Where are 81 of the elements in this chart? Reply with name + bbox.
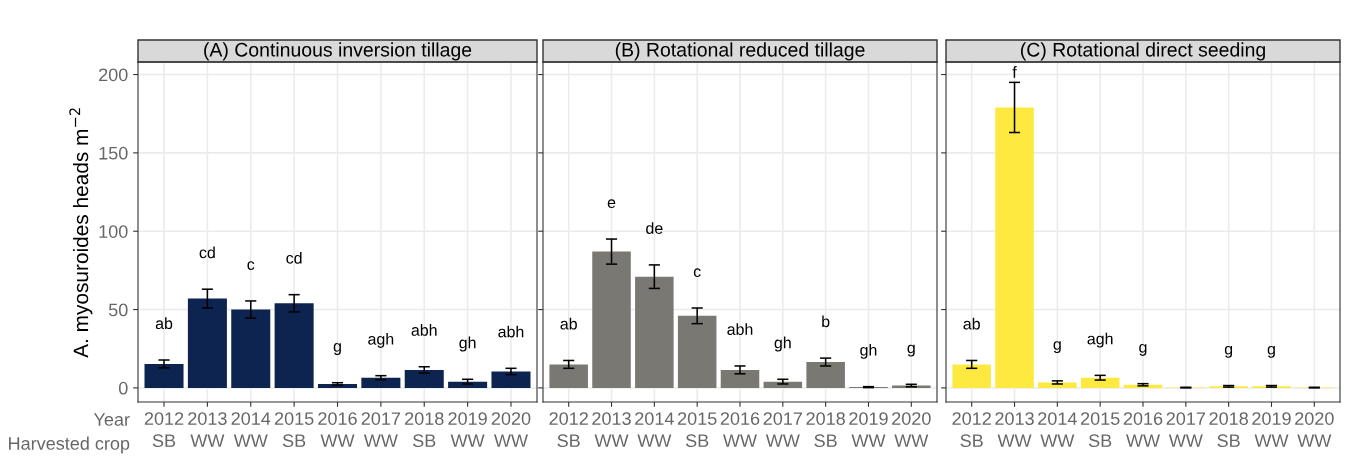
- data-label: cd: [286, 252, 302, 264]
- x-tick-label: 2014 WW: [231, 412, 271, 447]
- bar: [952, 364, 991, 388]
- x-tick-label: 2019 WW: [849, 412, 888, 447]
- x-tick-label: 2020 WW: [1295, 412, 1334, 447]
- data-label: e: [607, 199, 616, 209]
- bar: [1080, 377, 1120, 388]
- data-label: abh: [727, 323, 753, 336]
- data-label: ab: [155, 317, 173, 330]
- data-label: ab: [963, 317, 980, 330]
- x-tick-label: 2015 SB: [1081, 412, 1120, 448]
- x-tick-label: 2019 WW: [1252, 412, 1291, 447]
- data-label: ab: [560, 317, 577, 330]
- x-tick-label: 2017 WW: [1166, 412, 1205, 447]
- data-label: gh: [459, 336, 476, 352]
- bar: [806, 362, 845, 388]
- bar: [1038, 382, 1077, 388]
- bar: [677, 315, 717, 388]
- y-tick-label: 100: [99, 225, 128, 238]
- y-tick-label: 150: [99, 146, 128, 160]
- bar: [231, 309, 271, 388]
- y-tick-label: 0: [118, 381, 128, 395]
- x-tick-label: 2012 SB: [952, 412, 991, 448]
- x-tick-label: 2013 WW: [188, 412, 227, 447]
- bar: [187, 298, 227, 388]
- data-label: g: [1053, 341, 1061, 354]
- x-tick-label: 2016 WW: [720, 412, 760, 447]
- y-tick-label: 200: [99, 68, 128, 82]
- data-label: agh: [368, 333, 394, 348]
- x-tick-label: 2016 WW: [318, 412, 357, 447]
- x-tick-label: 2018 SB: [806, 412, 845, 448]
- x-tick-label: 2018 SB: [1209, 412, 1248, 448]
- data-label: abh: [411, 324, 437, 336]
- bar: [635, 276, 674, 388]
- data-label: g: [907, 344, 915, 357]
- data-label: f: [1012, 66, 1017, 78]
- data-label: de: [646, 222, 663, 234]
- x-tick-label: 2019 WW: [448, 412, 487, 447]
- x-tick-label: 2013 WW: [995, 412, 1034, 447]
- chart-title: (A) Continuous inversion tillage: [204, 42, 472, 61]
- bar: [404, 369, 444, 388]
- x-tick-label: 2014 WW: [1038, 412, 1077, 447]
- x-tick-label: 2012 SB: [549, 412, 588, 448]
- data-label: agh: [1087, 332, 1113, 348]
- bar: [995, 107, 1034, 388]
- chart-title: (B) Rotational reduced tillage: [615, 42, 865, 61]
- bar: [549, 364, 588, 388]
- bar: [448, 381, 488, 388]
- y-axis-title: A. myosuroides heads m$^{−2}$: [69, 108, 93, 358]
- bar: [361, 377, 401, 388]
- x-tick-label: 2012 SB: [144, 412, 184, 448]
- data-label: gh: [860, 343, 877, 359]
- text: Year: [93, 413, 130, 426]
- x-tick-label: 2017 WW: [763, 412, 802, 447]
- text: Harvested crop: [9, 436, 130, 454]
- x-tick-label: 2020 WW: [892, 412, 931, 447]
- data-label: gh: [774, 336, 791, 352]
- bar: [491, 371, 531, 388]
- bar: [274, 303, 314, 388]
- data-label: b: [822, 315, 830, 328]
- data-label: abh: [498, 325, 524, 338]
- x-tick-label: 2020 WW: [491, 412, 531, 447]
- x-tick-label: 2017 WW: [361, 412, 401, 447]
- data-label: c: [247, 261, 255, 271]
- x-tick-label: 2016 WW: [1123, 412, 1163, 447]
- data-label: g: [333, 343, 341, 355]
- x-tick-label: 2015 SB: [274, 412, 314, 448]
- x-tick-label: 2018 SB: [405, 412, 444, 448]
- data-label: g: [1224, 345, 1233, 358]
- bar: [720, 369, 760, 388]
- x-tick-label: 2015 SB: [678, 412, 717, 448]
- x-tick-label: 2013 WW: [592, 412, 631, 447]
- chart-title: (C) Rotational direct seeding: [1021, 42, 1265, 61]
- data-label: g: [1139, 344, 1147, 356]
- x-tick-label: 2014 WW: [635, 412, 674, 447]
- data-label: cd: [199, 246, 215, 259]
- bar: [144, 363, 184, 388]
- data-label: c: [693, 268, 701, 278]
- y-tick-label: 50: [108, 303, 128, 317]
- data-label: g: [1267, 345, 1275, 358]
- bar: [592, 251, 631, 388]
